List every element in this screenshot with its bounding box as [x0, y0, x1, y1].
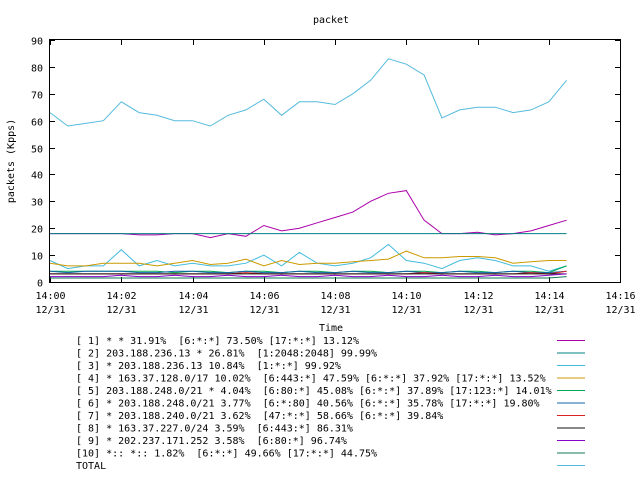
x-tick-time-label: 14:04: [178, 291, 208, 302]
chart-title: packet: [313, 15, 349, 26]
x-tick-date-label: 12/31: [605, 305, 635, 316]
y-tick-label: 0: [37, 279, 43, 290]
legend-entry-label: [ 3] * 203.188.236.13 10.84% [1:*:*] 99.…: [76, 361, 341, 372]
y-tick-label: 60: [31, 118, 43, 129]
x-tick-time-label: 14:12: [463, 291, 493, 302]
y-tick-label: 50: [31, 145, 43, 156]
y-axis: 0 10 20 30 40 50 60 70 80 90: [31, 37, 620, 290]
y-tick-label: 20: [31, 225, 43, 236]
legend-entry-label: [ 4] * 163.37.128.0/17 10.02% [6:443:*] …: [76, 374, 546, 385]
series-lines: [49, 58, 567, 279]
x-tick-time-label: 14:10: [391, 291, 421, 302]
series-line-4: [49, 250, 567, 267]
x-tick-time-label: 14:16: [605, 291, 635, 302]
legend-entry-label: [ 1] * * 31.91% [6:*:*] 73.50% [17:*:*] …: [76, 336, 359, 347]
x-tick-date-label: 12/31: [463, 305, 493, 316]
legend-entry-label: [ 5] 203.188.248.0/21 * 4.04% [6:80:*] 4…: [76, 386, 552, 397]
y-tick-label: 30: [31, 198, 43, 209]
legend-entry-label: [ 8] * 163.37.227.0/24 3.59% [6:443:*] 8…: [76, 424, 353, 435]
x-tick-date-label: 12/31: [534, 305, 564, 316]
x-tick-time-label: 14:08: [320, 291, 350, 302]
legend-entry-label: [ 9] * 202.237.171.252 3.58% [6:80:*] 96…: [76, 436, 347, 447]
legend-entry-label: [ 7] * 203.188.240.0/21 3.62% [47:*:*] 5…: [76, 411, 443, 422]
x-tick-time-label: 14:00: [35, 291, 65, 302]
legend: [ 1] * * 31.91% [6:*:*] 73.50% [17:*:*] …: [76, 336, 585, 472]
x-tick-date-label: 12/31: [35, 305, 65, 316]
plot-frame: [49, 39, 621, 283]
legend-entry-label: [ 2] 203.188.236.13 * 26.81% [1:2048:204…: [76, 349, 377, 360]
x-tick-time-label: 14:14: [534, 291, 564, 302]
x-tick-time-label: 14:06: [249, 291, 279, 302]
legend-entry-label: [10] *:: *:: 1.82% [6:*:*] 49.66% [17:*:…: [76, 449, 377, 460]
x-tick-date-label: 12/31: [320, 305, 350, 316]
y-tick-label: 10: [31, 252, 43, 263]
y-tick-label: 80: [31, 64, 43, 75]
series-line-5: [50, 265, 567, 274]
x-tick-date-label: 12/31: [178, 305, 208, 316]
y-tick-label: 90: [31, 37, 43, 48]
y-axis-label: packets (Kpps): [6, 119, 17, 203]
x-tick-date-label: 12/31: [106, 305, 136, 316]
x-axis: 14:00 12/31 14:02 12/31 14:04 12/31 14:06 12/31…: [35, 40, 636, 316]
x-tick-date-label: 12/31: [391, 305, 421, 316]
series-line-11: [49, 58, 567, 127]
legend-entry-label: [ 6] * 203.188.248.0/21 3.77% [6:*:80] 4…: [76, 399, 540, 410]
x-tick-date-label: 12/31: [249, 305, 279, 316]
legend-entry-label: TOTAL: [76, 461, 106, 472]
x-axis-label: Time: [319, 323, 343, 334]
y-tick-label: 40: [31, 171, 43, 182]
y-tick-label: 70: [31, 91, 43, 102]
series-line-9: [50, 273, 567, 278]
series-line-6: [49, 270, 567, 274]
series-line-1: [50, 190, 567, 239]
x-tick-time-label: 14:02: [106, 291, 136, 302]
series-line-10: [50, 276, 567, 279]
